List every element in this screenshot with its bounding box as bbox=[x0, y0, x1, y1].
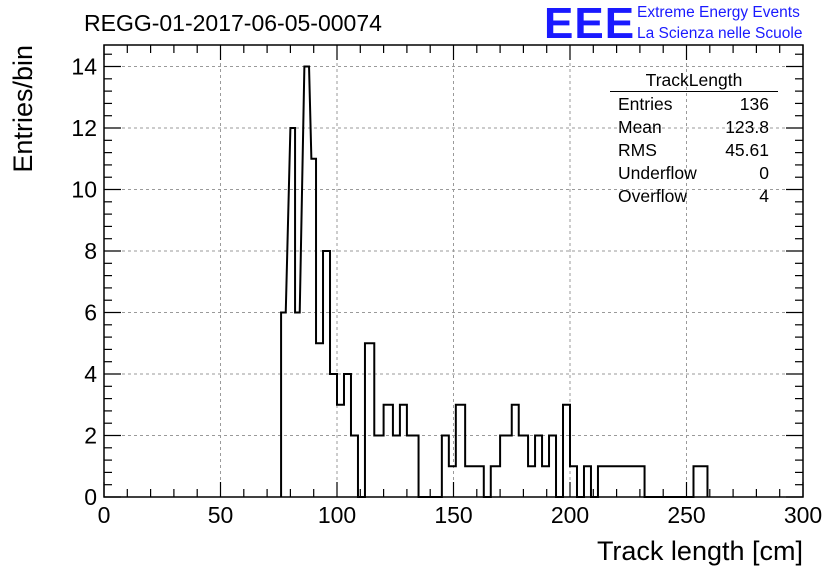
histogram-bin bbox=[393, 436, 400, 497]
stats-label: Mean bbox=[618, 117, 662, 137]
histogram-bin bbox=[330, 374, 337, 497]
y-tick-label: 4 bbox=[84, 361, 97, 387]
stats-value: 0 bbox=[759, 163, 769, 183]
histogram-bin bbox=[449, 466, 456, 497]
x-tick-label: 50 bbox=[208, 502, 234, 528]
x-axis-title: Track length [cm] bbox=[597, 536, 803, 566]
axis-labels: 0 50 100 150 200 250 300 0 2 4 6 8 10 12 14 Track lengt… bbox=[8, 45, 822, 566]
histogram-bin bbox=[316, 343, 323, 497]
stats-box: TrackLength Entries 136 Mean 123.8 RMS 4… bbox=[610, 69, 778, 208]
stats-value: 45.61 bbox=[725, 140, 769, 160]
run-title: REGG-01-2017-06-05-00074 bbox=[84, 10, 382, 36]
histogram-bin bbox=[365, 343, 374, 497]
x-tick-label: 100 bbox=[318, 502, 356, 528]
y-tick-label: 6 bbox=[84, 300, 97, 326]
histogram-bin bbox=[351, 436, 358, 497]
histogram-bin bbox=[570, 466, 577, 497]
histogram-bin bbox=[304, 67, 309, 497]
histogram-bin bbox=[491, 466, 500, 497]
histogram-bin bbox=[693, 466, 707, 497]
stats-title: TrackLength bbox=[610, 69, 778, 92]
histogram-bin bbox=[374, 436, 383, 497]
histogram-bin bbox=[323, 251, 330, 497]
histogram-bin bbox=[400, 405, 407, 497]
histogram-bin bbox=[512, 405, 519, 497]
y-tick-label: 8 bbox=[84, 238, 97, 264]
stats-label: RMS bbox=[618, 140, 657, 160]
x-tick-label: 150 bbox=[434, 502, 472, 528]
histogram-bin bbox=[528, 466, 535, 497]
histogram-bin bbox=[472, 466, 484, 497]
x-tick-label: 0 bbox=[98, 502, 111, 528]
eee-logo-mark: EEE bbox=[544, 0, 636, 48]
histogram-bin bbox=[456, 405, 465, 497]
y-tick-label: 2 bbox=[84, 423, 97, 449]
stats-row-rms: RMS 45.61 bbox=[610, 139, 778, 162]
stats-value: 123.8 bbox=[725, 117, 769, 137]
x-tick-label: 250 bbox=[667, 502, 705, 528]
stats-row-underflow: Underflow 0 bbox=[610, 162, 778, 185]
histogram-bin bbox=[465, 466, 472, 497]
y-tick-label: 0 bbox=[84, 484, 97, 510]
histogram-bin bbox=[598, 466, 645, 497]
grid-lines bbox=[104, 45, 803, 497]
histogram-bin bbox=[549, 436, 556, 497]
histogram-bin bbox=[384, 405, 393, 497]
histogram-bin bbox=[519, 436, 528, 497]
stats-value: 4 bbox=[759, 186, 769, 206]
axes bbox=[103, 44, 804, 498]
histogram-bin bbox=[281, 313, 286, 497]
histogram-bin bbox=[407, 436, 419, 497]
histogram-bin bbox=[442, 436, 449, 497]
histogram-bin bbox=[542, 466, 549, 497]
stats-row-entries: Entries 136 bbox=[610, 93, 778, 116]
histogram-bin bbox=[311, 159, 316, 497]
y-tick-label: 14 bbox=[71, 54, 97, 80]
logo-line-1: Extreme Energy Events bbox=[637, 4, 800, 21]
logo-line-2: La Scienza nelle Scuole bbox=[637, 25, 803, 42]
stats-value: 136 bbox=[739, 94, 769, 114]
histogram-bin bbox=[584, 466, 591, 497]
stats-label: Entries bbox=[618, 94, 673, 114]
stats-label: Overflow bbox=[618, 186, 688, 206]
histogram-bin bbox=[535, 436, 542, 497]
histogram-bin bbox=[295, 313, 300, 497]
stats-label: Underflow bbox=[618, 163, 697, 183]
y-axis-title: Entries/bin bbox=[8, 45, 38, 173]
histogram-bin bbox=[337, 405, 344, 497]
stats-row-mean: Mean 123.8 bbox=[610, 116, 778, 139]
y-tick-label: 10 bbox=[71, 177, 97, 203]
histogram-bin bbox=[344, 374, 351, 497]
stats-row-overflow: Overflow 4 bbox=[610, 185, 778, 208]
histogram-bin bbox=[500, 436, 512, 497]
histogram-bin bbox=[563, 405, 570, 497]
histogram-series bbox=[280, 65, 709, 498]
x-tick-label: 300 bbox=[784, 502, 822, 528]
histogram-bin bbox=[290, 128, 295, 497]
y-tick-label: 12 bbox=[71, 115, 97, 141]
histogram-outline bbox=[280, 65, 709, 498]
x-tick-label: 200 bbox=[551, 502, 589, 528]
